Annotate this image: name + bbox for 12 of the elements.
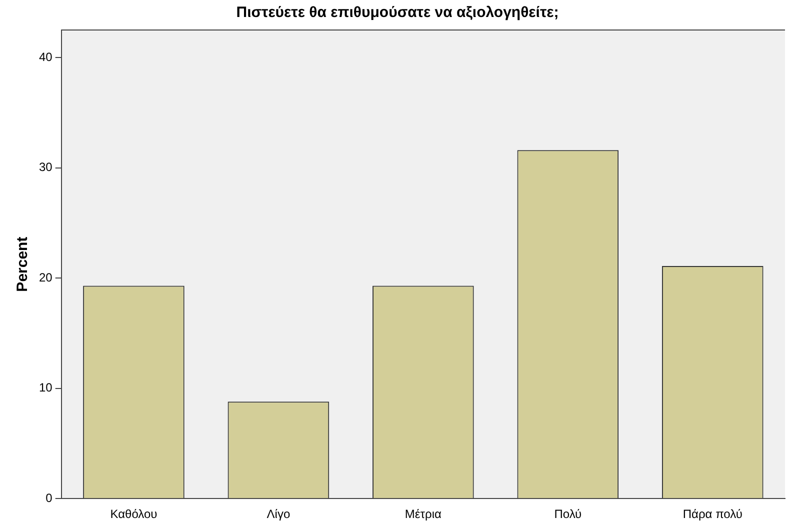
y-tick-label: 30 (38, 160, 53, 174)
x-tick-label: Μέτρια (404, 507, 442, 522)
x-tick-label: Λίγο (266, 507, 290, 522)
y-axis-title: Percent (14, 236, 32, 292)
y-tick-label: 40 (38, 50, 53, 64)
y-tick-label: 0 (46, 490, 53, 505)
x-tick-label: Πάρα πολύ (682, 507, 742, 522)
y-tick-label: 20 (38, 270, 53, 284)
x-tick-label: Καθόλου (110, 507, 158, 522)
x-tick-label: Πολύ (554, 507, 582, 522)
y-tick-label: 10 (38, 380, 53, 395)
chart-title: Πιστεύετε θα επιθυμούσατε να αξιολογηθείτε; (236, 4, 559, 22)
